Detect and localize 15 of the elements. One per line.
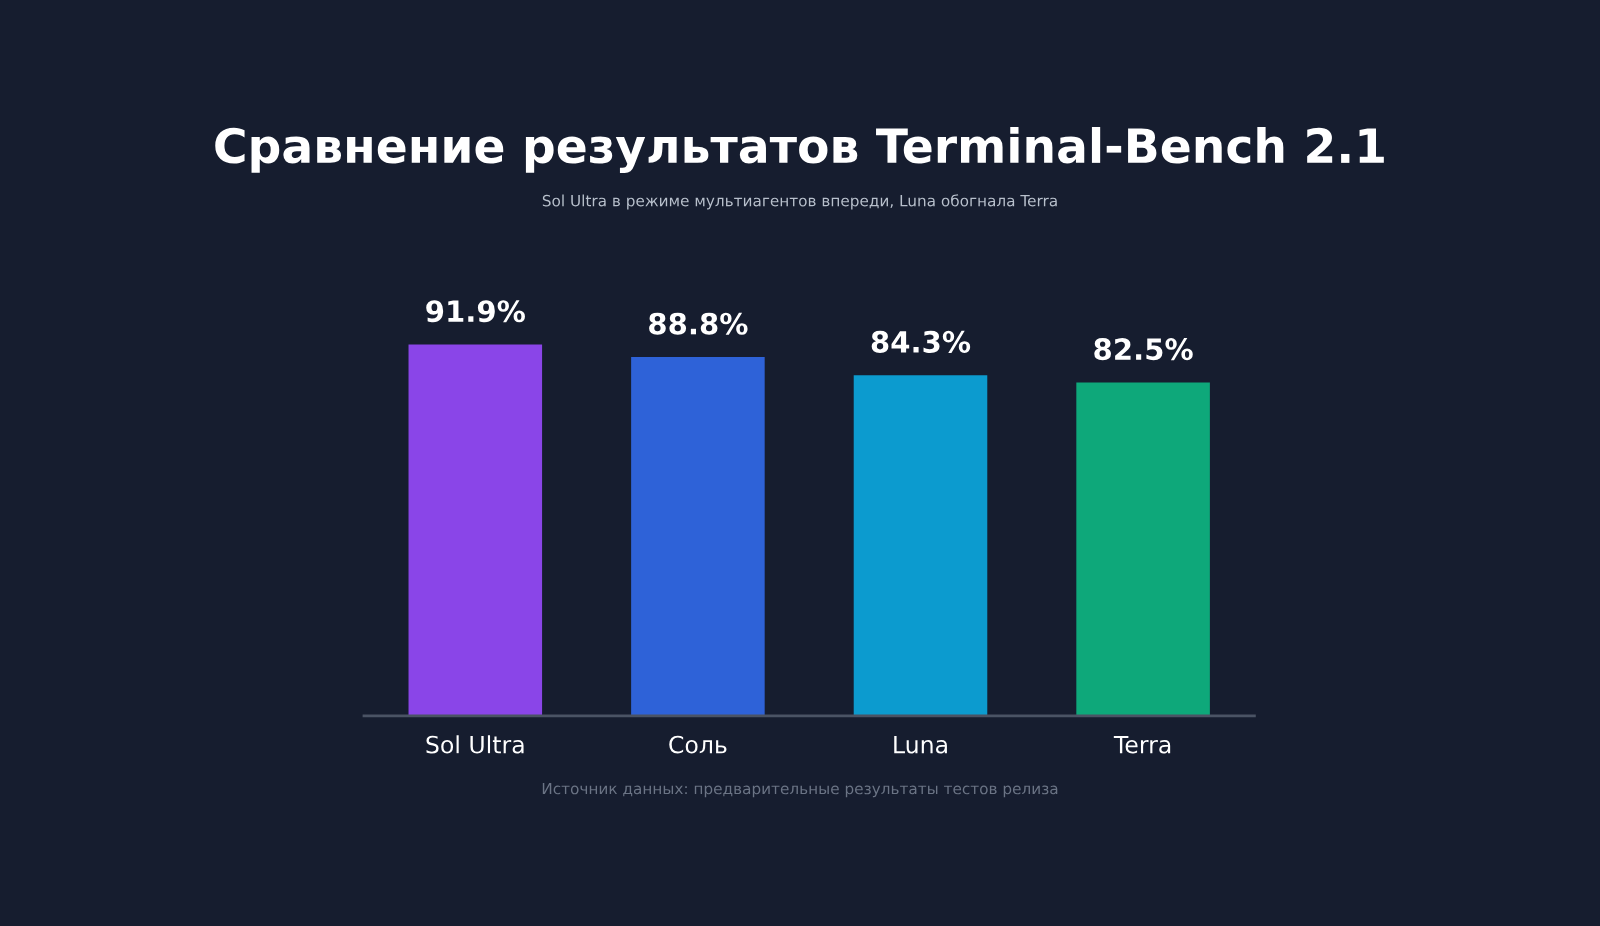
x-tick-label: Luna — [894, 735, 947, 754]
text: Источник данных: предварительные результаты тестов релиза — [542, 782, 1058, 798]
chart-title: Сравнение результатов Terminal-Bench 2.1 — [215, 126, 1384, 174]
x-tick-label: Соль — [669, 735, 727, 754]
chart-subtitle: Sol Ultra в режиме мультиагентов впереди, Luna обогнала Terra — [542, 194, 1057, 210]
bar — [1076, 382, 1210, 716]
data-label: 84.3% — [871, 330, 971, 353]
bar — [631, 357, 765, 716]
data-label: 82.5% — [1094, 338, 1193, 361]
data-label: 88.8% — [649, 312, 748, 335]
x-tick-label: Terra — [1113, 735, 1171, 754]
data-label: 91.9% — [426, 300, 525, 323]
x-tick-label: Sol Ultra — [426, 735, 524, 754]
bar — [853, 375, 988, 716]
bar — [408, 344, 543, 716]
